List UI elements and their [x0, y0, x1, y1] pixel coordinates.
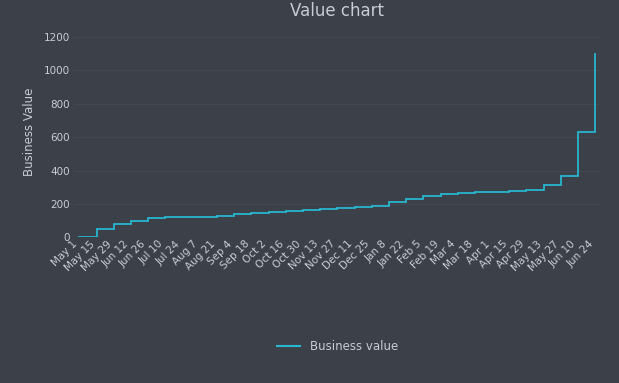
Y-axis label: Business Value: Business Value [22, 88, 35, 176]
Legend: Business value: Business value [272, 336, 403, 358]
Title: Value chart: Value chart [290, 2, 384, 20]
